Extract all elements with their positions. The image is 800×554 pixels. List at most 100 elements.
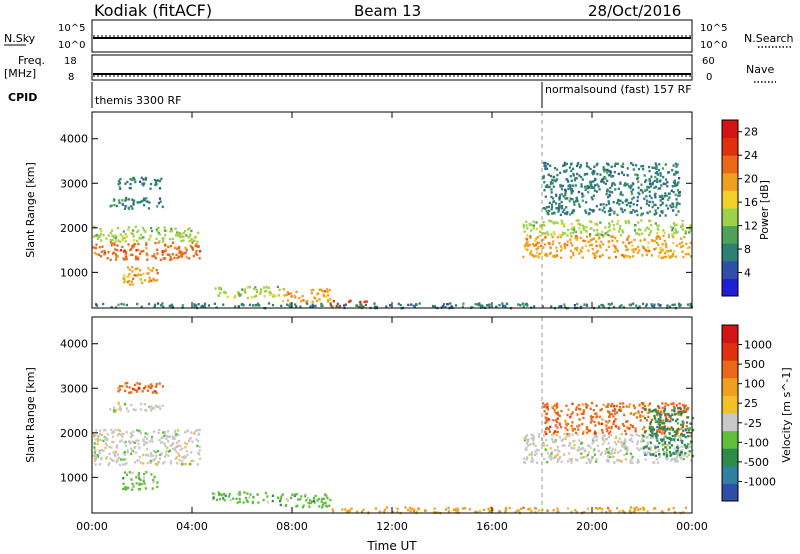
power-data-cell: [684, 230, 688, 233]
velocity-data-cell: [117, 390, 120, 393]
velocity-data-cell: [614, 448, 617, 451]
power-data-cell: [155, 228, 158, 231]
velocity-data-cell: [157, 449, 160, 453]
power-data-cell: [688, 226, 691, 229]
velocity-data-cell: [578, 407, 581, 411]
power-data-cell: [159, 258, 162, 262]
velocity-data-cell: [116, 458, 119, 461]
power-data-cell: [659, 195, 662, 199]
velocity-data-cell: [685, 506, 688, 509]
power-data-cell: [102, 234, 105, 237]
velocity-data-cell: [157, 405, 160, 409]
power-data-cell: [269, 293, 272, 296]
power-data-cell: [614, 188, 617, 191]
velocity-data-cell: [564, 437, 567, 440]
power-data-cell: [148, 201, 151, 204]
velocity-data-cell: [613, 409, 616, 412]
power-data-cell: [114, 248, 117, 251]
velocity-data-cell: [585, 406, 588, 409]
power-data-cell: [100, 233, 103, 236]
velocity-data-cell: [190, 451, 193, 454]
velocity-data-cell: [212, 496, 215, 500]
velocity-data-cell: [584, 403, 587, 406]
velocity-data-cell: [654, 446, 657, 449]
velocity-data-cell: [665, 453, 668, 457]
power-data-cell: [274, 294, 277, 298]
nsky-tick-top: 10^5: [58, 23, 85, 34]
velocity-data-cell: [266, 501, 269, 504]
velocity-data-cell: [145, 437, 149, 440]
velocity-data-cell: [590, 417, 593, 420]
velocity-data-cell: [632, 404, 635, 407]
power-data-cell: [608, 223, 611, 226]
velocity-data-cell: [671, 438, 674, 441]
power-colorbar-tick-label: 16: [744, 196, 758, 209]
power-data-cell: [136, 230, 139, 234]
power-data-cell: [133, 178, 136, 181]
power-data-cell: [631, 244, 634, 247]
velocity-data-cell: [308, 499, 312, 502]
velocity-data-cell: [601, 507, 604, 511]
power-data-cell: [201, 304, 204, 308]
power-data-cell: [588, 244, 592, 247]
velocity-data-cell: [222, 497, 225, 500]
power-data-cell: [134, 257, 138, 261]
velocity-data-cell: [642, 434, 645, 438]
velocity-data-cell: [508, 506, 511, 510]
power-data-cell: [128, 268, 131, 271]
power-data-cell: [562, 195, 565, 198]
velocity-data-cell: [182, 463, 185, 466]
velocity-data-cell: [570, 424, 573, 428]
velocity-data-cell: [670, 459, 673, 462]
power-data-cell: [127, 243, 130, 246]
velocity-data-cell: [577, 428, 580, 431]
power-data-cell: [657, 206, 660, 210]
power-data-cell: [556, 168, 559, 171]
power-data-cell: [281, 299, 284, 303]
velocity-data-cell: [599, 453, 602, 456]
velocity-data-cell: [586, 431, 589, 434]
velocity-y-axis-label: Slant Range [km]: [24, 367, 37, 463]
velocity-data-cell: [188, 462, 191, 466]
power-data-cell: [619, 199, 622, 202]
velocity-panel-bg: [92, 317, 692, 513]
power-data-cell: [180, 239, 183, 243]
power-data-cell: [642, 246, 645, 250]
velocity-data-cell: [177, 452, 180, 455]
power-data-cell: [542, 174, 545, 178]
velocity-data-cell: [318, 505, 321, 508]
velocity-data-cell: [587, 444, 590, 447]
velocity-data-cell: [670, 437, 673, 441]
velocity-data-cell: [174, 434, 177, 437]
power-data-cell: [643, 238, 646, 242]
power-data-cell: [657, 255, 660, 258]
velocity-data-cell: [177, 429, 180, 432]
power-data-cell: [626, 238, 629, 241]
power-data-cell: [677, 210, 680, 213]
power-data-cell: [150, 229, 154, 233]
velocity-data-cell: [605, 424, 608, 427]
power-data-cell: [531, 253, 534, 257]
power-data-cell: [542, 246, 545, 249]
velocity-data-cell: [568, 458, 571, 461]
velocity-data-cell: [113, 410, 116, 413]
velocity-data-cell: [644, 453, 647, 456]
velocity-data-cell: [579, 448, 582, 451]
power-data-cell: [193, 303, 196, 306]
velocity-data-cell: [150, 473, 153, 476]
power-data-cell: [658, 236, 661, 239]
power-data-cell: [590, 185, 593, 188]
power-data-cell: [646, 199, 649, 202]
velocity-data-cell: [637, 458, 640, 462]
velocity-data-cell: [546, 452, 550, 455]
velocity-data-cell: [658, 426, 661, 429]
velocity-data-cell: [626, 420, 629, 423]
power-data-cell: [526, 244, 529, 248]
power-data-cell: [110, 229, 114, 232]
power-data-cell: [550, 208, 553, 211]
velocity-x-tick-label: 20:00: [576, 520, 608, 533]
velocity-data-cell: [680, 410, 683, 414]
power-data-cell: [164, 233, 167, 237]
power-data-cell: [555, 193, 558, 196]
velocity-data-cell: [139, 461, 142, 464]
